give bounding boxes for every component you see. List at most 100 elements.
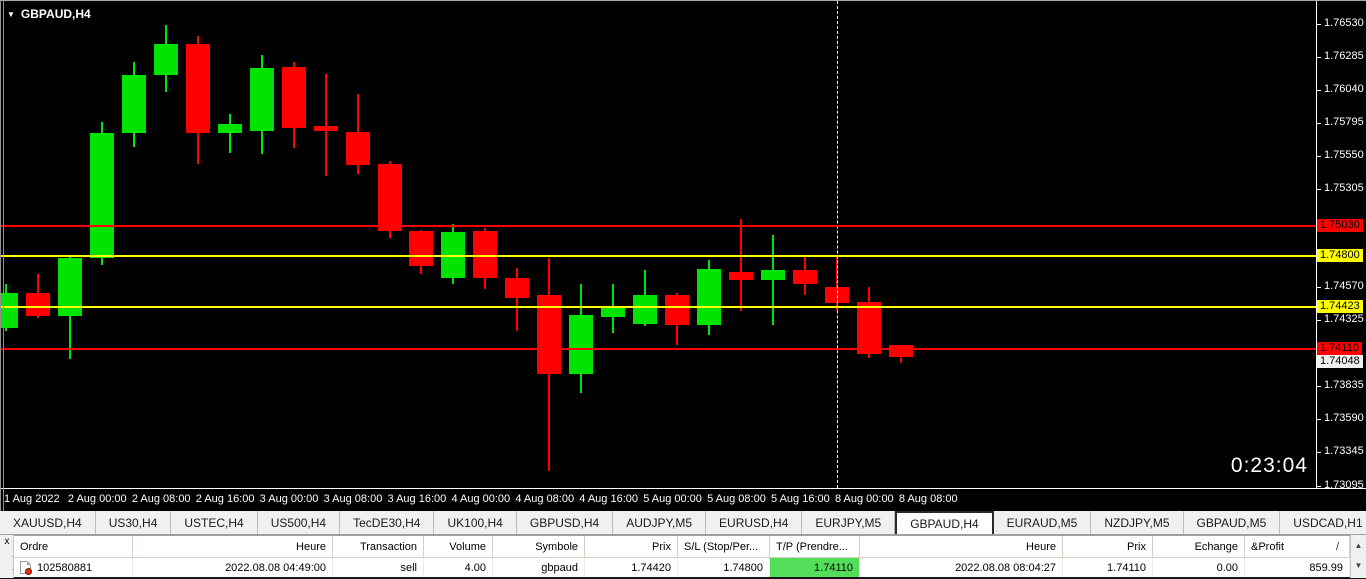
time-axis-label: 4 Aug 08:00 (515, 493, 575, 505)
candle-body (793, 269, 817, 284)
order-cell: sell (333, 558, 424, 577)
symbol-tab-xauusd-h4[interactable]: XAUUSD,H4 (0, 511, 96, 534)
column-header-transaction[interactable]: Transaction (333, 536, 424, 557)
price-level-line[interactable] (0, 224, 1316, 227)
column-header-t-p-prendre[interactable]: T/P (Prendre... (770, 536, 860, 557)
price-tick (1317, 485, 1321, 487)
scroll-down-icon[interactable]: ▼ (1354, 560, 1363, 570)
price-tick-label: 1.73095 (1324, 478, 1364, 491)
symbol-tab-tecde30-h4[interactable]: TecDE30,H4 (340, 511, 435, 534)
candle-body (249, 67, 274, 131)
symbol-tab-euraud-m5[interactable]: EURAUD,M5 (994, 511, 1092, 534)
price-tick-label: 1.76285 (1324, 49, 1364, 62)
symbol-tab-gbpaud-h4[interactable]: GBPAUD,H4 (895, 511, 994, 534)
terminal-scrollbar[interactable]: ▲ ▼ (1350, 535, 1366, 579)
price-level-line[interactable] (0, 348, 1316, 351)
candle-body (537, 295, 562, 374)
candle-body (633, 294, 658, 324)
price-tick (1317, 419, 1321, 421)
symbol-tab-nzdjpy-m5[interactable]: NZDJPY,M5 (1091, 511, 1184, 534)
price-tick (1317, 122, 1321, 124)
current-price-label: 1.74048 (1317, 355, 1363, 369)
time-axis-label: 2 Aug 00:00 (67, 493, 127, 505)
candle-body (569, 314, 594, 374)
symbol-tab-us500-h4[interactable]: US500,H4 (258, 511, 341, 534)
price-level-line[interactable] (0, 255, 1316, 258)
symbol-tab-gbpaud-m5[interactable]: GBPAUD,M5 (1184, 511, 1281, 534)
time-axis-label: 2 Aug 16:00 (195, 493, 255, 505)
order-row[interactable]: 102580881 2022.08.08 04:49:00 sell 4.00 gbpa… (14, 558, 1350, 579)
column-header-ordre[interactable]: Ordre (14, 536, 133, 557)
time-axis[interactable]: 1 Aug 2022 2 Aug 00:00 2 Aug 08:00 2 Aug 16… (0, 488, 1366, 511)
column-header-heure[interactable]: Heure (860, 536, 1063, 557)
price-tick-label: 1.76040 (1324, 82, 1364, 95)
price-tick-label: 1.73345 (1324, 445, 1364, 457)
symbol-tab-us30-h4[interactable]: US30,H4 (96, 511, 172, 534)
candle-body (601, 306, 626, 317)
symbol-tab-audjpy-m5[interactable]: AUDJPY,M5 (613, 511, 707, 534)
candle-body (665, 294, 690, 325)
price-tick-label: 1.73835 (1324, 379, 1364, 392)
candle-body (377, 164, 402, 231)
scroll-up-icon[interactable]: ▲ (1354, 540, 1363, 550)
price-tick-label: 1.74325 (1324, 313, 1364, 326)
price-level-line[interactable] (0, 306, 1316, 309)
time-axis-label: 8 Aug 08:00 (898, 493, 958, 505)
column-header-prix[interactable]: Prix (585, 536, 678, 557)
order-cell: 859.99 (1245, 558, 1350, 577)
time-axis-label: 3 Aug 00:00 (259, 493, 319, 505)
candlestick-plot[interactable] (0, 1, 1316, 488)
symbol-tab-usdcad-h1[interactable]: USDCAD,H1 (1280, 511, 1366, 534)
price-axis[interactable]: 1.76530 1.76285 1.76040 1.75795 1.75550 1.753… (1316, 1, 1366, 491)
candle-body (505, 277, 530, 298)
column-header-prix[interactable]: Prix (1063, 536, 1153, 557)
symbol-tab-ustec-h4[interactable]: USTEC,H4 (171, 511, 258, 534)
orders-table: Ordre Heure Transaction Volume Symbole Prix S/… (14, 535, 1350, 579)
chevron-down-icon[interactable]: ▼ (7, 9, 15, 19)
candle-wick (740, 218, 743, 311)
candle-body (473, 230, 498, 278)
price-tick (1317, 320, 1321, 322)
order-cell: 1.74110 (770, 558, 860, 577)
column-header-s-l-stop-per[interactable]: S/L (Stop/Per... (678, 536, 770, 557)
symbol-tab-gbpusd-h4[interactable]: GBPUSD,H4 (517, 511, 614, 534)
candle-body (441, 232, 466, 278)
symbol-tab-uk100-h4[interactable]: UK100,H4 (434, 511, 517, 534)
order-cell: 0.00 (1153, 558, 1245, 577)
symbol-tab-eurjpy-m5[interactable]: EURJPY,M5 (802, 511, 896, 534)
price-tick-label: 1.75305 (1324, 181, 1364, 194)
price-tick-label: 1.76530 (1324, 16, 1364, 29)
price-level-label: 1.74423 (1317, 300, 1363, 314)
symbol-tab-eurusd-h4[interactable]: EURUSD,H4 (706, 511, 803, 534)
time-axis-label: 5 Aug 16:00 (771, 493, 830, 505)
column-header-heure[interactable]: Heure (133, 536, 333, 557)
time-axis-label: 5 Aug 08:00 (707, 493, 766, 505)
price-level-label: 1.74800 (1317, 249, 1363, 263)
time-axis-label: 2 Aug 08:00 (131, 493, 191, 505)
candle-wick (516, 267, 519, 331)
candle-wick (324, 73, 327, 176)
candle-countdown-timer: 0:23:04 (1230, 454, 1308, 477)
order-cell: 1.74110 (1063, 558, 1153, 577)
price-tick-label: 1.73590 (1324, 412, 1364, 425)
column-header-echange[interactable]: Echange (1153, 536, 1245, 557)
candle-body (856, 301, 881, 354)
order-cell: 2022.08.08 08:04:27 (860, 558, 1063, 577)
candle-body (217, 123, 242, 133)
column-header-volume[interactable]: Volume (424, 536, 493, 557)
candle-body (345, 131, 370, 165)
candle-body (153, 44, 178, 75)
column-header-profit[interactable]: &Profit / (1245, 536, 1350, 557)
candle-body (121, 74, 146, 133)
column-header-symbole[interactable]: Symbole (493, 536, 585, 557)
chart-left-splitter[interactable] (0, 1, 4, 511)
candle-body (313, 125, 338, 131)
candle-body (281, 66, 306, 128)
price-tick (1317, 89, 1321, 91)
price-tick-label: 1.75795 (1324, 115, 1364, 128)
order-cell: gbpaud (493, 558, 585, 577)
close-icon[interactable]: x (4, 536, 10, 547)
candle-body (89, 132, 114, 258)
time-axis-label: 8 Aug 00:00 (834, 493, 894, 505)
